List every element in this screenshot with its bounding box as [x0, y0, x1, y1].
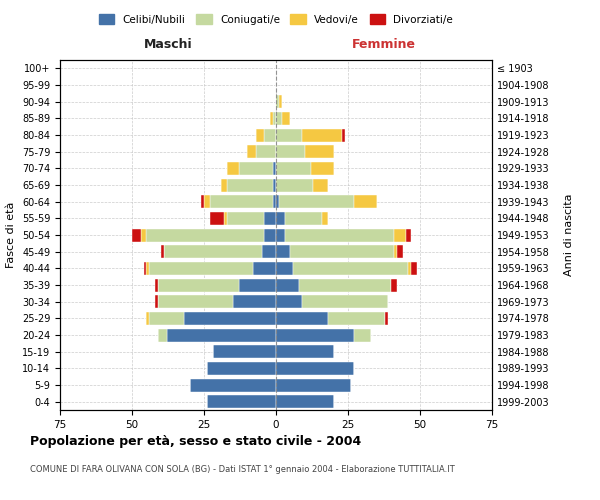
Bar: [190, 378, 276, 392]
Bar: [276, 278, 299, 291]
Bar: [247, 145, 256, 158]
Bar: [282, 112, 290, 125]
Bar: [394, 228, 406, 241]
Bar: [279, 95, 282, 108]
Bar: [394, 245, 397, 258]
Bar: [305, 145, 334, 158]
Bar: [311, 162, 334, 175]
Bar: [158, 295, 233, 308]
Bar: [299, 278, 391, 291]
Bar: [409, 262, 412, 275]
Bar: [276, 95, 279, 108]
Bar: [132, 228, 140, 241]
Bar: [342, 128, 345, 141]
Bar: [184, 312, 276, 325]
Bar: [265, 228, 276, 241]
Bar: [155, 278, 158, 291]
Legend: Celibi/Nubili, Coniugati/e, Vedovi/e, Divorziati/e: Celibi/Nubili, Coniugati/e, Vedovi/e, Di…: [95, 10, 457, 29]
Bar: [207, 362, 276, 375]
Bar: [276, 162, 311, 175]
Bar: [276, 295, 302, 308]
Bar: [143, 262, 146, 275]
Bar: [290, 245, 394, 258]
Bar: [293, 262, 409, 275]
Bar: [273, 162, 276, 175]
Bar: [256, 128, 265, 141]
Bar: [204, 195, 210, 208]
Bar: [322, 212, 328, 225]
Bar: [354, 195, 377, 208]
Bar: [227, 178, 273, 192]
Bar: [146, 228, 265, 241]
Bar: [227, 162, 239, 175]
Bar: [385, 312, 388, 325]
Bar: [276, 178, 313, 192]
Bar: [239, 278, 276, 291]
Bar: [302, 295, 388, 308]
Bar: [146, 262, 149, 275]
Bar: [270, 112, 273, 125]
Y-axis label: Anni di nascita: Anni di nascita: [563, 194, 574, 276]
Bar: [276, 378, 351, 392]
Bar: [302, 128, 342, 141]
Bar: [276, 195, 279, 208]
Bar: [276, 212, 284, 225]
Bar: [412, 262, 417, 275]
Bar: [253, 262, 276, 275]
Bar: [164, 245, 262, 258]
Bar: [279, 195, 354, 208]
Bar: [210, 212, 224, 225]
Bar: [265, 212, 276, 225]
Text: Femmine: Femmine: [352, 38, 416, 51]
Bar: [273, 112, 276, 125]
Y-axis label: Fasce di età: Fasce di età: [7, 202, 16, 268]
Bar: [313, 178, 328, 192]
Bar: [224, 212, 227, 225]
Bar: [276, 345, 334, 358]
Bar: [158, 328, 167, 342]
Bar: [210, 195, 273, 208]
Text: Popolazione per età, sesso e stato civile - 2004: Popolazione per età, sesso e stato civil…: [30, 435, 361, 448]
Bar: [239, 162, 273, 175]
Bar: [328, 312, 385, 325]
Bar: [276, 328, 354, 342]
Bar: [406, 228, 412, 241]
Bar: [227, 212, 265, 225]
Bar: [146, 312, 149, 325]
Bar: [149, 262, 253, 275]
Bar: [276, 145, 305, 158]
Bar: [233, 295, 276, 308]
Bar: [212, 345, 276, 358]
Bar: [276, 395, 334, 408]
Bar: [273, 178, 276, 192]
Bar: [276, 228, 284, 241]
Bar: [391, 278, 397, 291]
Bar: [354, 328, 371, 342]
Bar: [256, 145, 276, 158]
Bar: [276, 362, 354, 375]
Bar: [276, 312, 328, 325]
Bar: [276, 128, 302, 141]
Bar: [221, 178, 227, 192]
Bar: [284, 212, 322, 225]
Bar: [140, 228, 146, 241]
Bar: [276, 112, 282, 125]
Bar: [158, 278, 239, 291]
Bar: [276, 245, 290, 258]
Bar: [201, 195, 204, 208]
Bar: [161, 245, 164, 258]
Bar: [207, 395, 276, 408]
Bar: [397, 245, 403, 258]
Bar: [276, 262, 293, 275]
Text: COMUNE DI FARA OLIVANA CON SOLA (BG) - Dati ISTAT 1° gennaio 2004 - Elaborazione: COMUNE DI FARA OLIVANA CON SOLA (BG) - D…: [30, 465, 455, 474]
Bar: [284, 228, 394, 241]
Bar: [149, 312, 184, 325]
Text: Maschi: Maschi: [143, 38, 193, 51]
Bar: [155, 295, 158, 308]
Bar: [167, 328, 276, 342]
Bar: [265, 128, 276, 141]
Bar: [273, 195, 276, 208]
Bar: [262, 245, 276, 258]
